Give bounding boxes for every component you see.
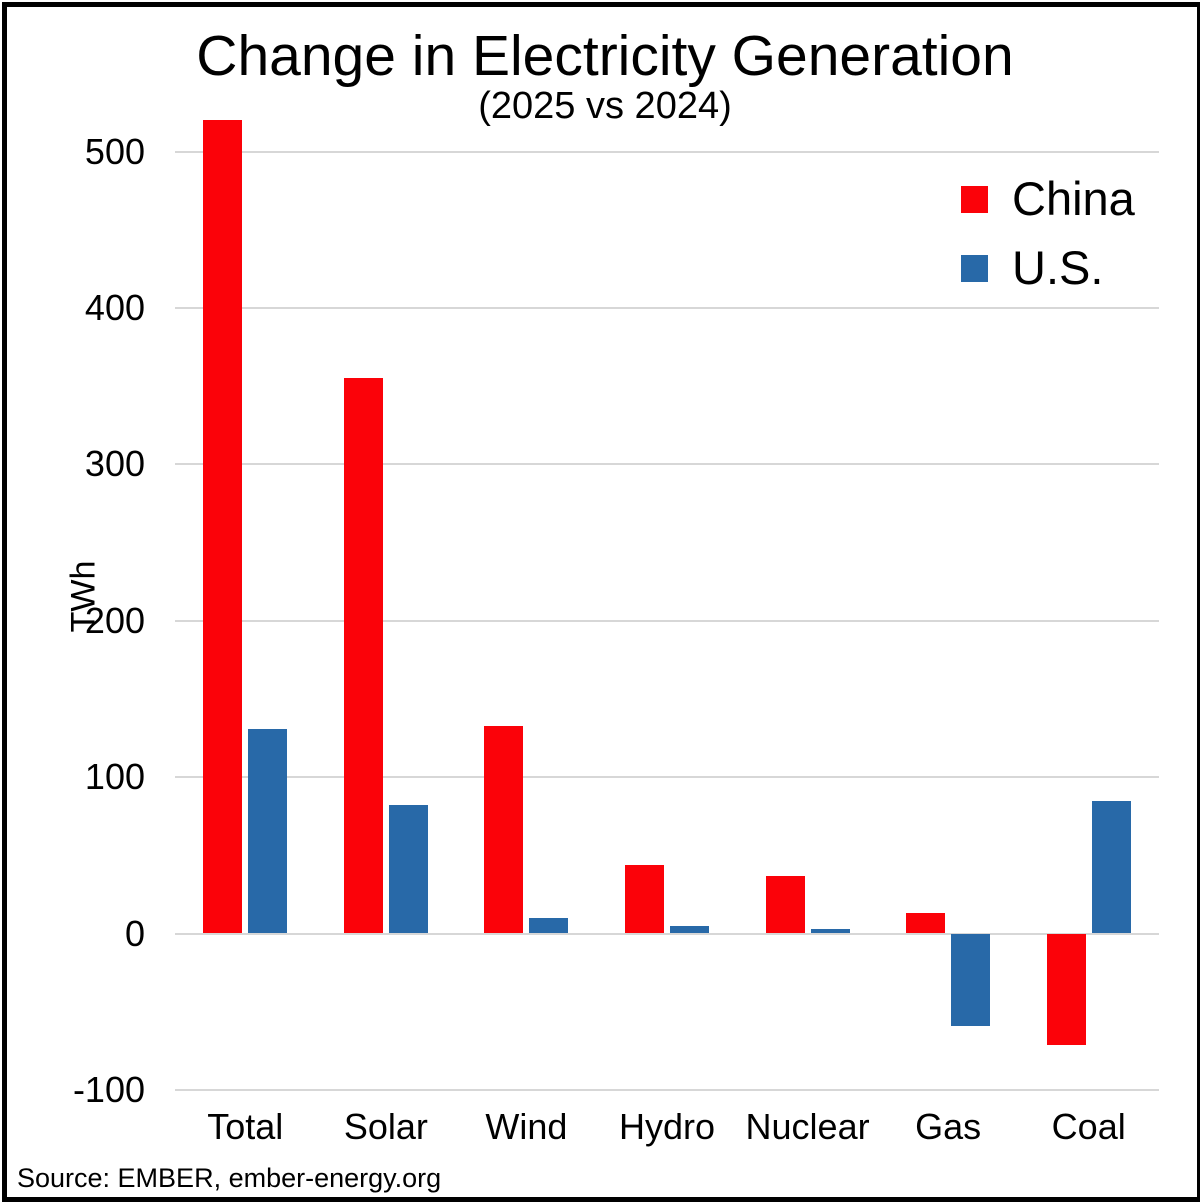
y-tick-label: 300 (84, 443, 145, 485)
y-tick-label: 0 (124, 912, 145, 954)
legend-label-china: China (1012, 172, 1135, 225)
x-category-label-coal: Coal (1051, 1106, 1126, 1147)
bar-us-hydro (670, 925, 709, 934)
bar-us-total (248, 728, 288, 934)
gridline-500 (175, 150, 1159, 153)
us-color-swatch (961, 254, 988, 282)
x-category-label-nuclear: Nuclear (745, 1106, 870, 1147)
bar-us-wind (529, 917, 569, 934)
x-category-label-total: Total (207, 1106, 284, 1147)
bar-china-solar (343, 378, 383, 934)
chart-subtitle: (2025 vs 2024) (478, 85, 732, 127)
bar-us-gas (951, 933, 991, 1026)
bar-china-total (203, 120, 243, 934)
x-category-label-hydro: Hydro (618, 1106, 716, 1147)
legend-item-china: China (961, 175, 1135, 223)
source-note: Source: EMBER, ember-energy.org (17, 1163, 442, 1193)
gridline--100 (175, 1088, 1159, 1091)
x-category-label-solar: Solar (343, 1106, 428, 1147)
bar-china-wind (484, 725, 524, 934)
bar-china-coal (1046, 933, 1086, 1045)
gridline-300 (175, 463, 1159, 466)
y-tick-label: 400 (84, 287, 145, 329)
gridline-100 (175, 776, 1159, 779)
bar-us-nuclear (810, 928, 850, 934)
chart-stage: Change in Electricity Generation (2025 v… (7, 7, 1197, 1197)
y-tick-label: -100 (72, 1068, 145, 1110)
x-category-label-gas: Gas (915, 1106, 982, 1147)
gridline-0 (175, 932, 1159, 935)
bar-us-solar (388, 805, 428, 934)
legend-item-us: U.S. (961, 244, 1135, 292)
gridline-200 (175, 619, 1159, 622)
gridline-400 (175, 307, 1159, 310)
chart-title: Change in Electricity Generation (196, 24, 1014, 88)
bar-china-nuclear (765, 875, 805, 934)
y-tick-label: 500 (84, 130, 145, 172)
legend-label-us: U.S. (1012, 241, 1104, 294)
bar-china-hydro (625, 864, 664, 934)
bar-us-coal (1091, 800, 1131, 934)
legend: China U.S. (961, 175, 1135, 292)
y-tick-label: 200 (84, 599, 145, 641)
x-category-label-wind: Wind (485, 1106, 568, 1147)
bar-china-gas (906, 913, 946, 934)
y-tick-label: 100 (84, 756, 145, 798)
china-color-swatch (961, 185, 988, 213)
